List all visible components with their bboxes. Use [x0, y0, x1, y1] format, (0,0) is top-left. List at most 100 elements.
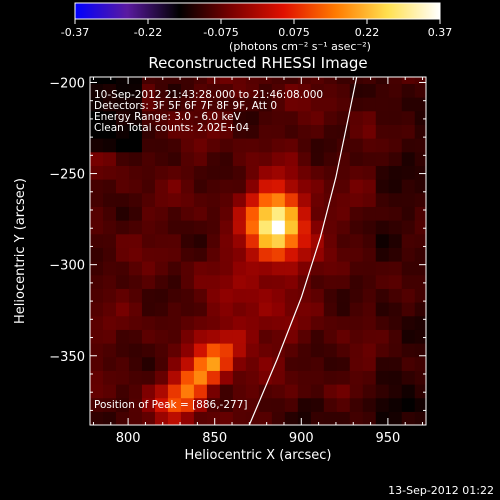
- heatmap-cell: [258, 138, 273, 153]
- heatmap-cell: [232, 397, 247, 412]
- heatmap-cell: [128, 384, 143, 399]
- heatmap-cell: [323, 151, 338, 166]
- heatmap-cell: [128, 192, 143, 207]
- heatmap-cell: [349, 206, 364, 221]
- heatmap-cell: [284, 247, 299, 262]
- heatmap-cell: [284, 206, 299, 221]
- heatmap-cell: [219, 384, 234, 399]
- heatmap-cell: [362, 151, 377, 166]
- heatmap-cell: [167, 274, 182, 289]
- heatmap-cell: [310, 370, 325, 385]
- heatmap-cell: [388, 192, 403, 207]
- heatmap-cell: [336, 220, 351, 235]
- heatmap-cell: [206, 261, 221, 276]
- heatmap-cell: [102, 77, 117, 84]
- heatmap-cell: [232, 411, 247, 425]
- heatmap-cell: [167, 384, 182, 399]
- heatmap-cell: [180, 411, 195, 425]
- heatmap-cell: [154, 274, 169, 289]
- heatmap-cell: [206, 233, 221, 248]
- heatmap-cell: [141, 274, 156, 289]
- annotation-time-range: 10-Sep-2012 21:43:28.000 to 21:46:08.000: [94, 89, 323, 101]
- heatmap-cell: [401, 302, 416, 317]
- heatmap-cell: [193, 397, 208, 412]
- x-tick-label: 800: [116, 431, 141, 446]
- heatmap-cell: [232, 165, 247, 180]
- heatmap-cell: [362, 288, 377, 303]
- heatmap-cell: [232, 288, 247, 303]
- heatmap-cell: [141, 329, 156, 344]
- heatmap-cell: [219, 138, 234, 153]
- heatmap-cell: [401, 165, 416, 180]
- colorbar-tick-label: 0.22: [355, 26, 380, 39]
- heatmap-cell: [362, 192, 377, 207]
- heatmap-cell: [401, 233, 416, 248]
- heatmap-cell: [167, 165, 182, 180]
- heatmap-cell: [232, 83, 247, 98]
- heatmap-cell: [375, 110, 390, 125]
- heatmap-cell: [115, 384, 130, 399]
- heatmap-cell: [102, 356, 117, 371]
- heatmap-cell: [206, 179, 221, 194]
- heatmap-cell: [115, 397, 130, 412]
- heatmap-cell: [180, 356, 195, 371]
- heatmap-cell: [362, 77, 377, 84]
- heatmap-cell: [349, 247, 364, 262]
- heatmap-cell: [154, 247, 169, 262]
- heatmap-cell: [271, 356, 286, 371]
- heatmap-cell: [115, 302, 130, 317]
- heatmap-cell: [245, 179, 260, 194]
- heatmap-cell: [284, 151, 299, 166]
- heatmap-cell: [388, 343, 403, 358]
- heatmap-cell: [180, 97, 195, 112]
- heatmap-cell: [180, 233, 195, 248]
- colorbar-unit-label: (photons cm⁻² s⁻¹ asec⁻²): [229, 40, 371, 53]
- heatmap-cell: [336, 315, 351, 330]
- heatmap-cell: [401, 179, 416, 194]
- heatmap-cell: [167, 343, 182, 358]
- heatmap-cell: [271, 397, 286, 412]
- heatmap-cell: [271, 329, 286, 344]
- heatmap-cell: [193, 124, 208, 139]
- heatmap-cell: [102, 411, 117, 425]
- heatmap-cell: [219, 206, 234, 221]
- heatmap-cell: [349, 220, 364, 235]
- heatmap-cell: [388, 274, 403, 289]
- heatmap-cell: [167, 110, 182, 125]
- heatmap-cell: [323, 411, 338, 425]
- heatmap-cell: [284, 384, 299, 399]
- heatmap-cell: [102, 179, 117, 194]
- heatmap-cell: [219, 97, 234, 112]
- heatmap-cell: [90, 206, 104, 221]
- heatmap-cell: [115, 356, 130, 371]
- heatmap-cell: [206, 151, 221, 166]
- heatmap-cell: [401, 384, 416, 399]
- heatmap-cell: [206, 124, 221, 139]
- heatmap-cell: [193, 411, 208, 425]
- heatmap-cell: [362, 179, 377, 194]
- heatmap-cell: [193, 274, 208, 289]
- heatmap-cell: [128, 288, 143, 303]
- heatmap-cell: [375, 356, 390, 371]
- heatmap-cell: [401, 110, 416, 125]
- heatmap-cell: [180, 384, 195, 399]
- heatmap-cell: [141, 343, 156, 358]
- heatmap-cell: [258, 370, 273, 385]
- heatmap-cell: [323, 302, 338, 317]
- heatmap-cell: [271, 411, 286, 425]
- heatmap-cell: [362, 411, 377, 425]
- heatmap-cell: [258, 179, 273, 194]
- heatmap-cell: [323, 397, 338, 412]
- heatmap-cell: [310, 179, 325, 194]
- heatmap-cell: [388, 411, 403, 425]
- heatmap-cell: [284, 220, 299, 235]
- heatmap-cell: [414, 151, 426, 166]
- heatmap-cell: [349, 329, 364, 344]
- colorbar-ticks: -0.37 -0.22 -0.075 0.075 0.22 0.37: [61, 19, 452, 39]
- heatmap-cell: [336, 356, 351, 371]
- heatmap-cell: [323, 77, 338, 84]
- heatmap-cell: [167, 77, 182, 84]
- heatmap-cell: [401, 370, 416, 385]
- heatmap-cell: [388, 206, 403, 221]
